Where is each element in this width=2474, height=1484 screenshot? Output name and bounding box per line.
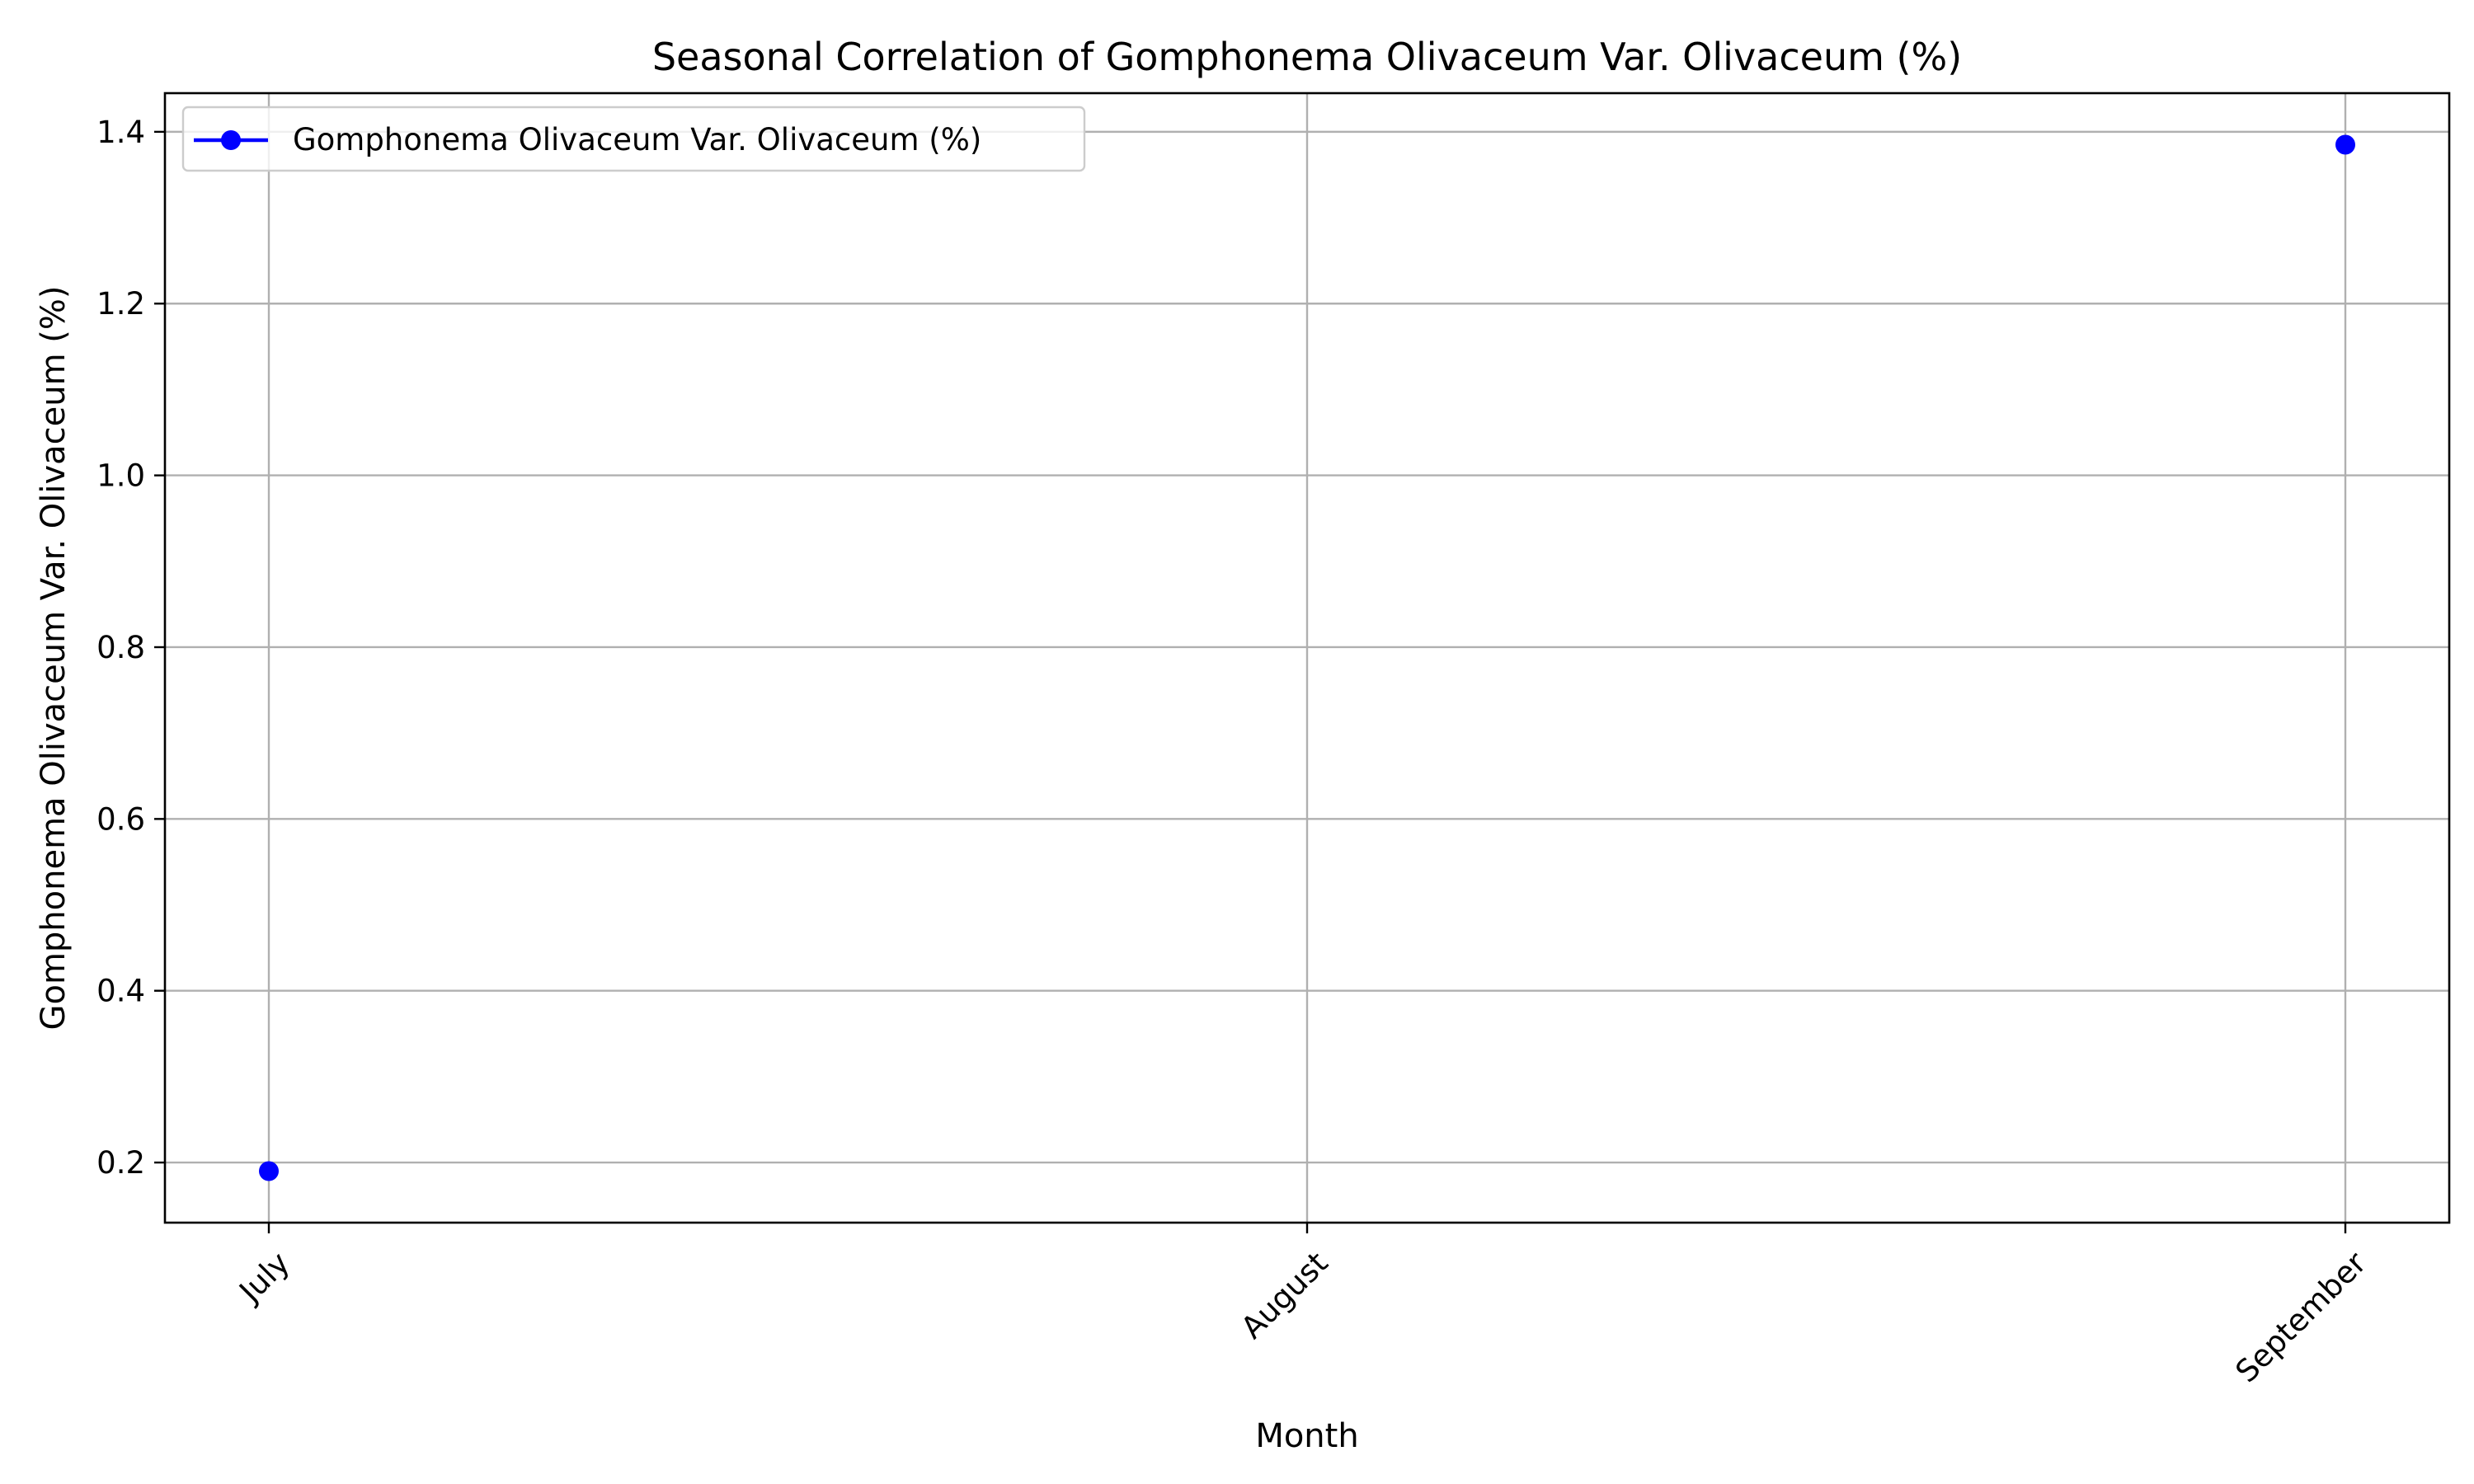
y-tick-label: 1.0 bbox=[96, 458, 145, 494]
legend-label: Gomphonema Olivaceum Var. Olivaceum (%) bbox=[293, 122, 981, 157]
legend-frame bbox=[181, 106, 1086, 172]
y-tick-label: 0.8 bbox=[96, 630, 145, 665]
x-tick-label: July bbox=[232, 1245, 297, 1310]
x-tick-label: August bbox=[1235, 1245, 1335, 1345]
legend: Gomphonema Olivaceum Var. Olivaceum (%) bbox=[181, 106, 1086, 172]
chart-title: Seasonal Correlation of Gomphonema Oliva… bbox=[652, 35, 1962, 79]
x-tick-label: September bbox=[2229, 1245, 2374, 1390]
x-axis: July August September bbox=[232, 1223, 2373, 1389]
grid bbox=[165, 93, 2449, 1223]
y-axis: 0.2 0.4 0.6 0.8 1.0 1.2 1.4 bbox=[96, 115, 165, 1181]
y-tick-label: 1.2 bbox=[96, 286, 145, 322]
series-layer bbox=[259, 134, 2355, 1181]
y-tick-label: 0.2 bbox=[96, 1145, 145, 1181]
x-axis-label: Month bbox=[1255, 1417, 1358, 1455]
legend-marker-icon bbox=[221, 130, 241, 150]
y-tick-label: 0.4 bbox=[96, 974, 145, 1009]
y-tick-label: 1.4 bbox=[96, 115, 145, 150]
data-point-september bbox=[2335, 134, 2355, 155]
data-point-july bbox=[259, 1161, 279, 1181]
y-axis-label: Gomphonema Olivaceum Var. Olivaceum (%) bbox=[35, 285, 73, 1030]
y-tick-label: 0.6 bbox=[96, 801, 145, 837]
